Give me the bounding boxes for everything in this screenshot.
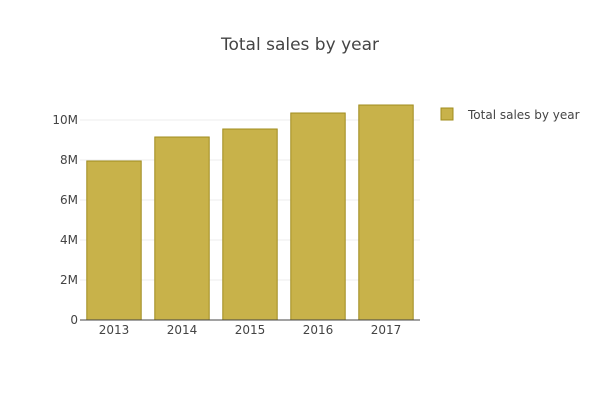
legend[interactable]: Total sales by year bbox=[440, 107, 580, 122]
x-tick-label: 2017 bbox=[371, 323, 402, 337]
y-tick-label: 2M bbox=[60, 273, 78, 287]
x-tick-label: 2014 bbox=[167, 323, 198, 337]
y-tick-label: 10M bbox=[52, 113, 78, 127]
bar-2016[interactable] bbox=[290, 112, 346, 321]
y-tick-label: 6M bbox=[60, 193, 78, 207]
bar-2015[interactable] bbox=[222, 128, 278, 321]
x-tick-label: 2015 bbox=[235, 323, 266, 337]
y-tick-label: 0 bbox=[70, 313, 78, 327]
legend-swatch bbox=[440, 107, 454, 121]
bar-2013[interactable] bbox=[86, 160, 142, 321]
x-tick-label: 2013 bbox=[99, 323, 130, 337]
bar-2014[interactable] bbox=[154, 136, 210, 321]
bars bbox=[86, 104, 414, 321]
bar-2017[interactable] bbox=[358, 104, 414, 321]
y-tick-label: 4M bbox=[60, 233, 78, 247]
legend-label: Total sales by year bbox=[467, 108, 580, 122]
axes: 0 2M 4M 6M 8M 10M 2013 2014 2015 2016 2017 bbox=[52, 113, 420, 337]
chart-title: Total sales by year bbox=[220, 35, 379, 55]
y-tick-label: 8M bbox=[60, 153, 78, 167]
x-tick-label: 2016 bbox=[303, 323, 334, 337]
